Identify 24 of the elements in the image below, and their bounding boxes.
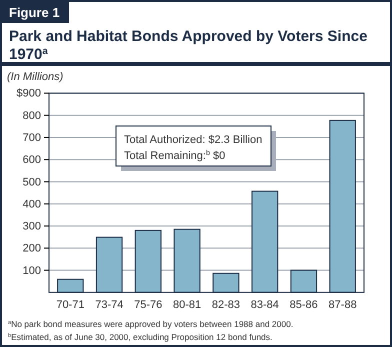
x-tick-label: 80-81 (172, 299, 202, 312)
x-tick-label: 87-88 (328, 299, 357, 312)
y-tick-label: $900 (16, 88, 41, 100)
caption: Figure 1 (9, 5, 60, 20)
y-tick-label: 500 (22, 176, 41, 188)
y-tick-label: 800 (22, 110, 41, 122)
x-tick-label: 82-83 (212, 299, 240, 312)
annotation: Total Remaining:$^{b}$ $0 (124, 149, 226, 162)
chart-title: Park and Habitat Bonds Approved by Voters Since 1970$^{a}$ (9, 28, 368, 63)
y-axis-title: (In Millions) (7, 71, 64, 83)
y-tick-label: 300 (22, 220, 41, 233)
x-tick-label: 83-84 (250, 299, 279, 312)
annotation: Total Authorized: $2.3 Billion (124, 134, 262, 146)
y-tick-label: 400 (22, 198, 41, 210)
y-tick-label: 600 (22, 154, 41, 166)
x-tick-label: 75-76 (134, 299, 162, 312)
x-tick-label: 85-86 (290, 299, 318, 312)
text: $^{a}$No park bond measures were approved by voters between 1988 and 2000. (8, 319, 294, 329)
y-tick-label: 200 (22, 242, 41, 255)
x-tick-label: 70-71 (56, 299, 84, 312)
y-tick-label: 700 (22, 132, 41, 144)
y-tick-label: 100 (22, 264, 41, 277)
text: $^{b}$Estimated, as of June 30, 2000, excluding Proposition 12 bond funds. (8, 332, 272, 342)
x-tick-label: 73-74 (95, 299, 124, 312)
